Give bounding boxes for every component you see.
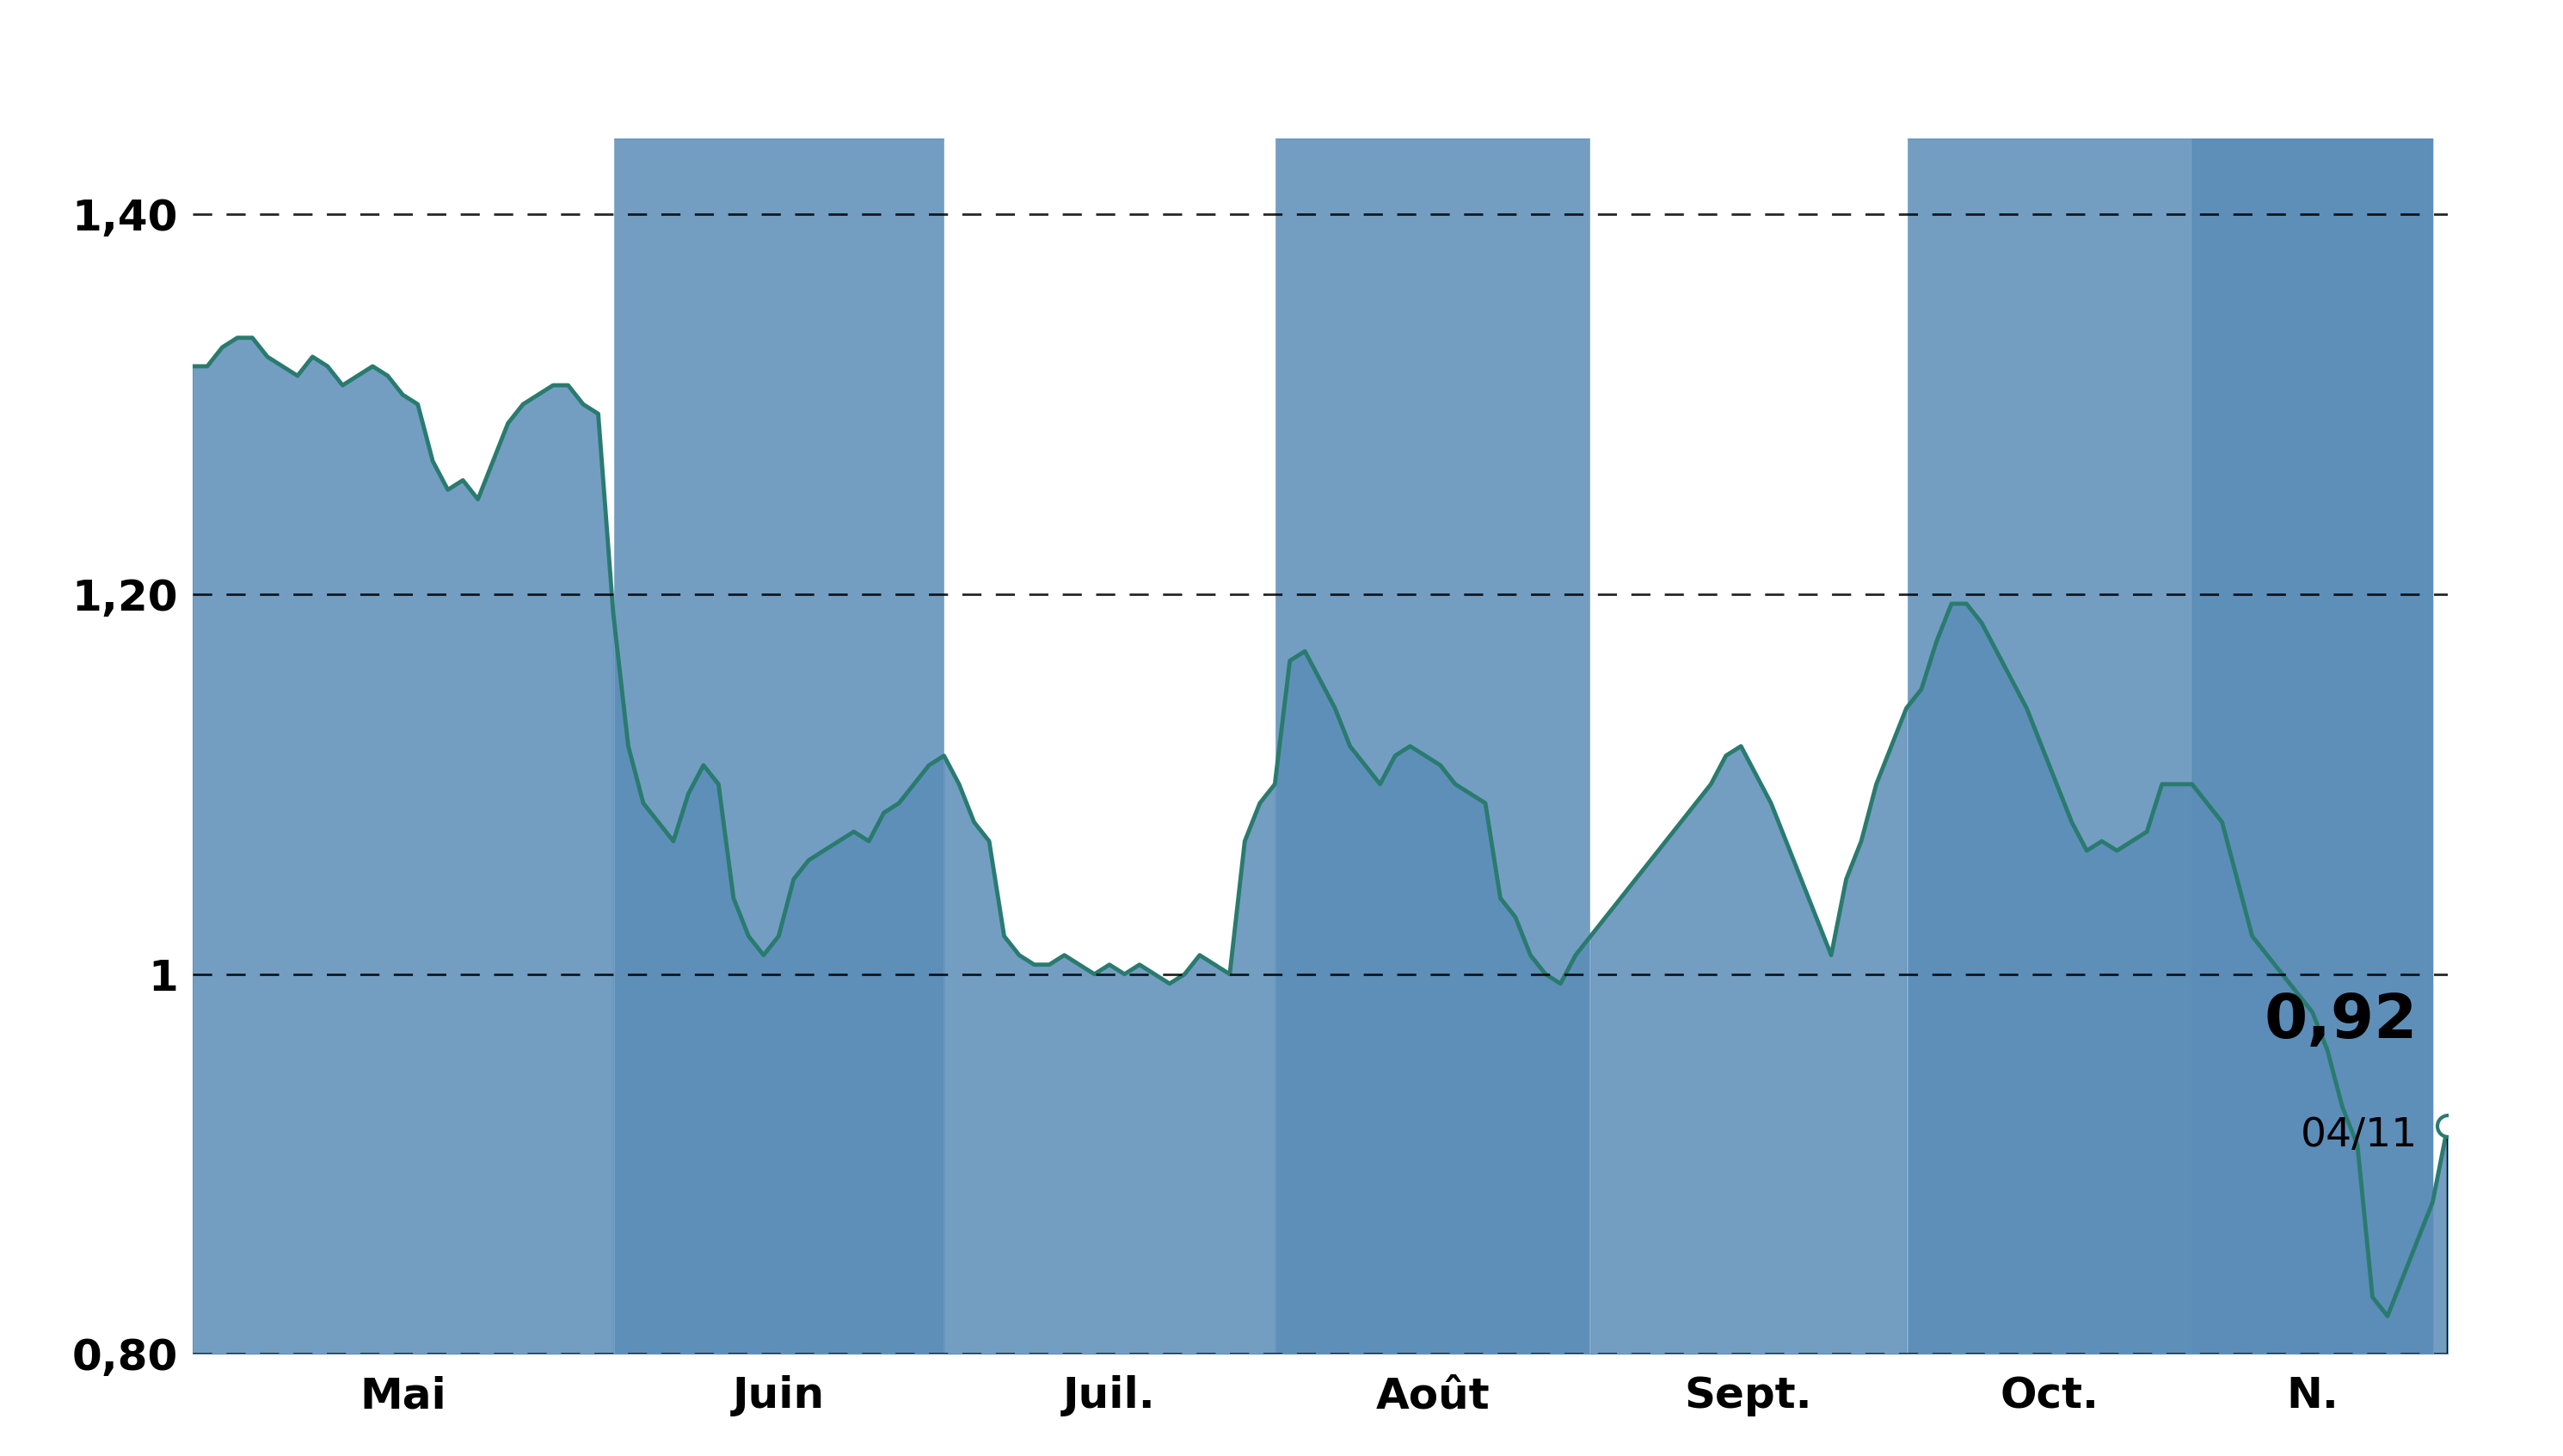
Bar — [1592, 138, 1907, 1354]
Bar — [943, 138, 1274, 1354]
Bar — [1907, 138, 2191, 1354]
Bar — [2191, 138, 2432, 1354]
Text: TRANSGENE: TRANSGENE — [894, 9, 1669, 119]
Bar — [192, 138, 613, 1354]
Bar — [613, 138, 943, 1354]
Bar — [2191, 138, 2432, 1354]
Bar — [1274, 138, 1592, 1354]
Text: 0,92: 0,92 — [2263, 992, 2417, 1051]
Text: 04/11: 04/11 — [2302, 1117, 2417, 1155]
